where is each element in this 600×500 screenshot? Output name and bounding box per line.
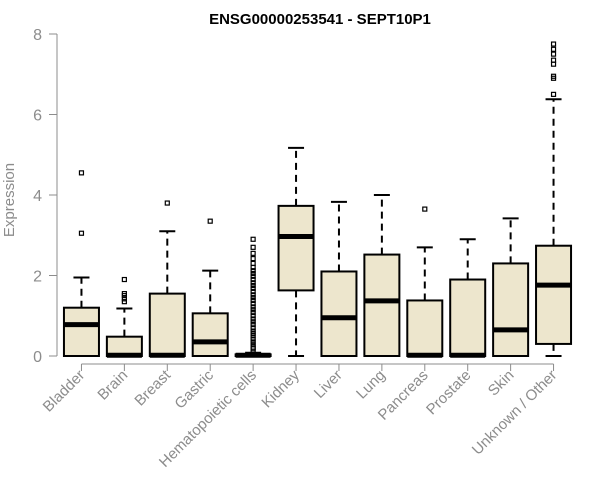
box-body (363, 253, 401, 358)
y-tick-label: 4 (33, 188, 42, 205)
outlier-point (250, 339, 256, 345)
outlier-point (250, 285, 256, 291)
outlier-point (250, 280, 256, 286)
box-breast (148, 200, 186, 358)
outlier-point (550, 61, 557, 67)
box-brain (105, 276, 143, 358)
box-kidney (277, 146, 315, 357)
outlier-point (250, 304, 256, 310)
y-tick-label: 2 (33, 269, 42, 286)
outlier-point (550, 51, 557, 57)
outlier-point (250, 255, 256, 262)
box-pancreas (406, 206, 444, 358)
outlier-point (121, 296, 127, 302)
box-body (406, 299, 444, 357)
x-tick-label: Lung (353, 367, 389, 403)
outlier-point (78, 230, 85, 236)
outlier-point (250, 325, 256, 331)
outlier-point (250, 282, 256, 289)
outlier-point (250, 268, 256, 274)
outlier-point (250, 297, 256, 304)
outlier-point (250, 328, 256, 334)
outlier-point (250, 236, 256, 242)
outlier-point (550, 91, 557, 97)
outlier-point (250, 301, 256, 307)
x-tick-label: Bladder (40, 367, 89, 416)
outlier-point (121, 291, 127, 297)
box-body (492, 262, 530, 357)
outlier-point (250, 289, 256, 295)
boxes-group (62, 41, 573, 358)
y-axis: 0 2 4 6 8 (33, 27, 58, 366)
box-liver (320, 200, 358, 358)
outlier-point (250, 273, 256, 279)
outlier-point (550, 41, 557, 47)
box-unknown-other (535, 41, 573, 357)
box-lung (363, 194, 401, 358)
outlier-point (78, 170, 85, 176)
box-body (320, 270, 358, 358)
outlier-point (250, 276, 256, 283)
outlier-point (250, 244, 256, 250)
box-hematopoietic-cells (234, 236, 272, 358)
x-tick-label: Kidney (258, 366, 303, 411)
chart-title: ENSG00000253541 - SEPT10P1 (209, 11, 431, 28)
outlier-point (250, 336, 256, 342)
outlier-point (250, 270, 256, 277)
box-prostate (449, 238, 487, 358)
outlier-point (250, 319, 256, 325)
outlier-point (422, 206, 428, 212)
x-tick-label: Brain (94, 367, 131, 404)
box-bladder (62, 170, 100, 358)
outlier-point (250, 260, 256, 267)
outlier-point (250, 322, 256, 328)
x-tick-label: Skin (485, 367, 518, 400)
x-tick-label: Liver (311, 367, 346, 402)
box-body (277, 204, 315, 292)
x-tick-label: Breast (131, 366, 174, 409)
outlier-point (121, 299, 127, 305)
outlier-point (550, 73, 557, 79)
outlier-point (164, 200, 170, 206)
outlier-point (207, 218, 213, 224)
box-skin (492, 217, 530, 357)
box-gastric (191, 218, 229, 357)
outlier-point (250, 316, 256, 322)
outlier-point (250, 309, 256, 316)
outlier-point (121, 276, 127, 283)
outlier-point (250, 313, 256, 319)
outlier-point (250, 292, 256, 298)
outlier-point (250, 342, 256, 348)
outlier-point (550, 46, 557, 52)
box-body (148, 292, 186, 357)
y-tick-label: 8 (33, 27, 42, 44)
outlier-point (250, 295, 256, 301)
outlier-point (250, 307, 256, 313)
y-axis-label: Expression (1, 163, 18, 237)
box-body (191, 312, 229, 357)
outlier-point (250, 250, 256, 256)
box-body (535, 244, 573, 345)
y-tick-label: 6 (33, 108, 42, 125)
box-body (62, 306, 100, 358)
outlier-point (550, 57, 557, 63)
box-body (449, 278, 487, 357)
x-tick-label: Prostate (423, 367, 475, 419)
y-tick-label: 0 (33, 349, 42, 366)
